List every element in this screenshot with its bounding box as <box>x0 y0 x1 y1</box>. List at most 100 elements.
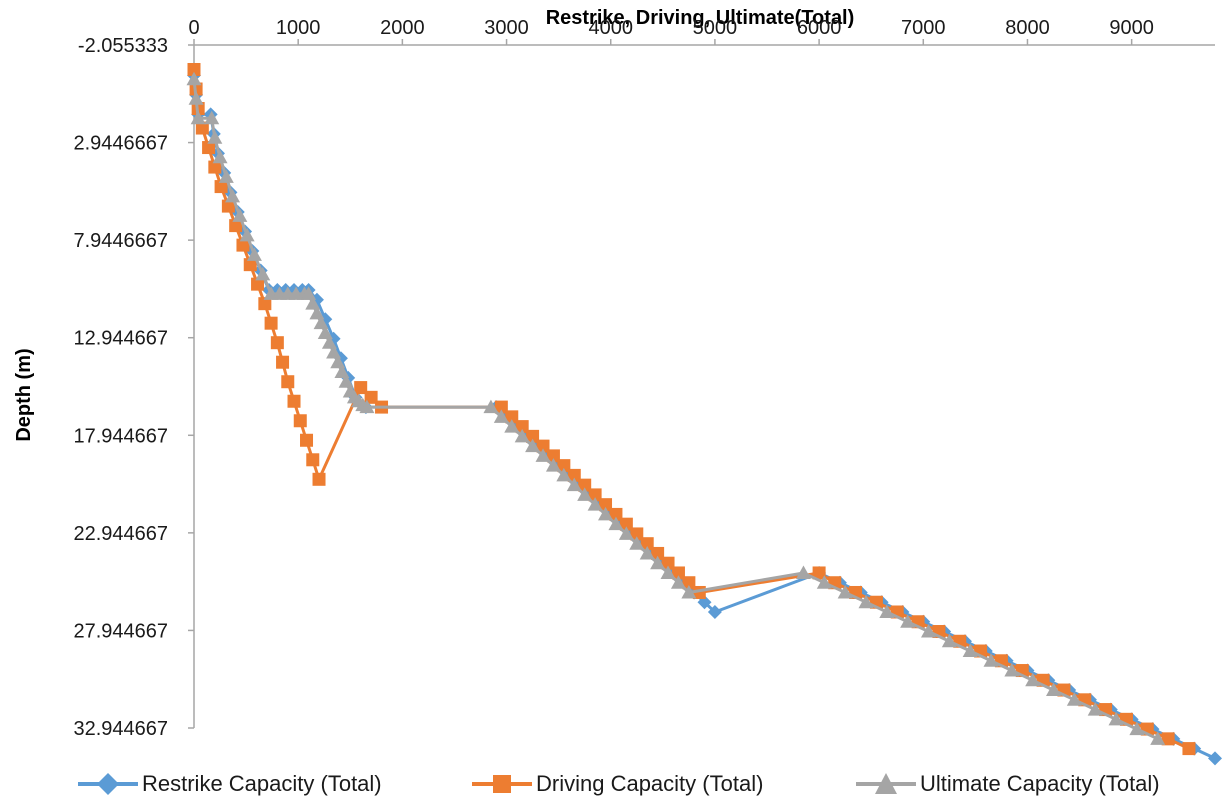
data-point <box>309 305 325 320</box>
data-point <box>962 643 978 658</box>
data-point <box>660 565 676 579</box>
legend-label-restrike: Restrike Capacity (Total) <box>142 771 382 796</box>
legend-swatch-ultimate <box>856 773 916 794</box>
data-point <box>1025 672 1041 687</box>
data-point <box>639 545 655 560</box>
data-point <box>281 375 295 389</box>
data-point <box>640 537 654 551</box>
data-point <box>321 335 337 349</box>
data-point <box>313 315 329 330</box>
data-point <box>535 448 551 462</box>
legend-item-restrike: Restrike Capacity (Total) <box>78 764 382 804</box>
data-point <box>707 604 722 619</box>
y-tick-label: 22.944667 <box>73 523 168 545</box>
data-point <box>587 497 603 511</box>
data-point <box>494 400 508 414</box>
x-tick-label: 4000 <box>588 17 633 39</box>
x-axis-title: Restrike, Driving, Ultimate(Total) <box>546 7 855 29</box>
data-point <box>236 238 250 252</box>
data-point <box>326 344 342 359</box>
data-point <box>1108 711 1124 726</box>
axes: 0 1000 2000 3000 4000 5000 6000 7000 8000 9000 -2.… <box>73 17 1215 740</box>
data-point <box>816 575 832 589</box>
data-point <box>287 394 301 408</box>
data-point <box>941 633 957 648</box>
data-point <box>505 410 519 424</box>
data-point <box>609 507 623 521</box>
data-point <box>504 419 520 433</box>
data-point <box>671 566 685 580</box>
data-point <box>536 439 550 453</box>
y-tick-label: 2.9446667 <box>73 133 168 155</box>
data-point <box>650 555 666 570</box>
series-driving <box>187 62 1196 756</box>
x-tick-label: 1000 <box>276 17 321 39</box>
data-point <box>651 546 665 560</box>
data-point <box>670 575 686 589</box>
data-point <box>1150 731 1166 745</box>
data-point <box>354 381 368 395</box>
data-point <box>920 624 936 638</box>
data-point <box>556 467 572 482</box>
data-point <box>190 110 206 125</box>
data-point <box>526 429 540 443</box>
data-point <box>1161 732 1175 746</box>
data-point <box>618 526 634 540</box>
y-tick-label: 17.944667 <box>73 425 168 447</box>
y-tick-label: 7.9446667 <box>73 230 168 252</box>
data-point <box>629 536 645 550</box>
data-point <box>359 399 375 414</box>
data-point <box>1129 721 1145 736</box>
data-point <box>202 141 216 155</box>
data-point <box>312 472 326 486</box>
data-point <box>598 506 614 521</box>
y-axis-title: Depth (m) <box>13 348 35 441</box>
data-point <box>188 91 204 105</box>
data-point <box>493 409 509 423</box>
series-line <box>192 79 1159 741</box>
x-tick-label: 7000 <box>901 17 946 39</box>
data-point <box>546 449 560 463</box>
data-point <box>301 286 317 300</box>
data-point <box>364 390 378 404</box>
data-point <box>599 498 613 512</box>
data-point <box>207 130 223 144</box>
data-point <box>483 399 499 414</box>
y-tick-label: 32.944667 <box>73 718 168 740</box>
data-point <box>212 149 228 164</box>
data-point <box>243 258 257 272</box>
data-point <box>515 420 529 434</box>
data-point <box>578 478 592 492</box>
x-tick-label: 5000 <box>693 17 738 39</box>
data-point <box>1087 702 1103 716</box>
data-point <box>214 180 228 194</box>
data-point <box>879 604 895 618</box>
data-point <box>608 516 624 531</box>
data-point <box>630 527 644 541</box>
data-point <box>900 614 916 628</box>
x-tick-label: 2000 <box>380 17 425 39</box>
data-point <box>239 227 255 242</box>
data-point <box>566 477 582 492</box>
series-restrike <box>187 68 1222 766</box>
data-point <box>681 584 697 599</box>
data-point <box>293 414 307 428</box>
data-point <box>682 576 696 590</box>
data-point <box>229 219 243 233</box>
data-point <box>246 247 262 261</box>
data-point <box>812 566 826 580</box>
data-point <box>221 199 235 213</box>
data-point <box>317 325 333 339</box>
data-point <box>306 453 320 467</box>
data-point <box>270 336 284 350</box>
x-tick-label: 8000 <box>1005 17 1050 39</box>
data-point <box>983 653 999 667</box>
legend-item-driving: Driving Capacity (Total) <box>472 764 763 804</box>
data-point <box>204 110 220 125</box>
series-line <box>192 69 1190 750</box>
data-point <box>588 488 602 502</box>
y-tick-label: 12.944667 <box>73 328 168 350</box>
data-point <box>514 428 530 443</box>
legend-swatch-driving <box>472 775 532 793</box>
